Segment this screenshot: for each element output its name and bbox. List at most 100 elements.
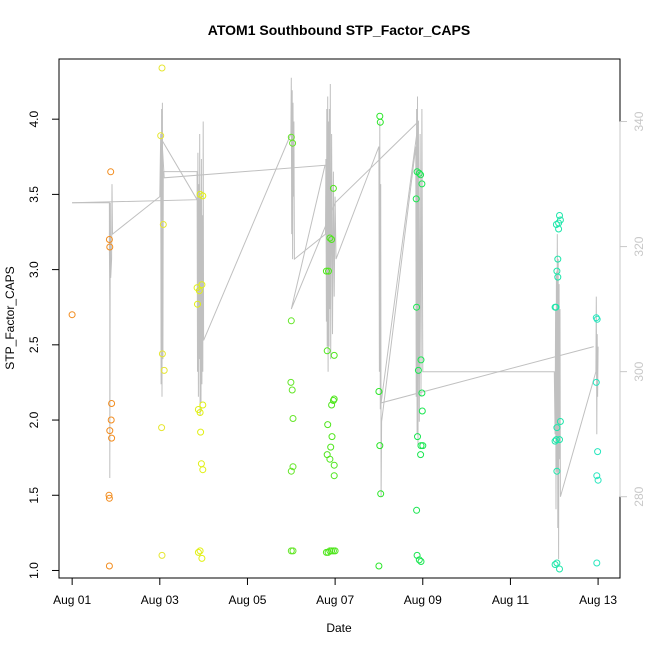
data-point bbox=[322, 267, 330, 275]
secondary-connector-line bbox=[72, 120, 594, 404]
data-point bbox=[328, 433, 336, 441]
x-axis-label: Date bbox=[326, 621, 352, 635]
chart-title: ATOM1 Southbound STP_Factor_CAPS bbox=[208, 22, 470, 38]
point-layer bbox=[68, 64, 602, 573]
data-point bbox=[158, 424, 166, 432]
data-point bbox=[194, 406, 202, 413]
data-point bbox=[107, 168, 115, 176]
line-layer bbox=[72, 77, 599, 560]
data-point bbox=[413, 303, 421, 311]
data-point bbox=[157, 132, 165, 140]
data-point bbox=[108, 434, 116, 442]
data-point bbox=[376, 118, 384, 126]
data-point bbox=[199, 466, 207, 474]
data-point bbox=[376, 112, 384, 120]
y-tick-label: 2.0 bbox=[27, 411, 41, 428]
data-point bbox=[105, 562, 113, 570]
data-point bbox=[331, 547, 339, 555]
data-point bbox=[555, 225, 563, 233]
data-point bbox=[195, 287, 203, 295]
y-tick-label: 4.0 bbox=[27, 111, 41, 128]
data-point bbox=[594, 448, 602, 456]
data-point bbox=[194, 300, 201, 308]
data-point bbox=[289, 463, 297, 471]
data-point bbox=[593, 559, 601, 567]
data-point bbox=[198, 281, 206, 289]
data-point bbox=[105, 494, 113, 502]
data-point bbox=[323, 347, 331, 355]
data-point bbox=[287, 467, 295, 475]
data-point bbox=[324, 421, 332, 429]
data-point bbox=[415, 556, 423, 564]
data-point bbox=[196, 547, 204, 555]
data-point bbox=[160, 366, 168, 374]
data-point bbox=[108, 400, 116, 407]
y2-tick-label: 340 bbox=[632, 111, 646, 131]
data-point bbox=[412, 195, 420, 203]
x-tick-label: Aug 13 bbox=[579, 593, 617, 607]
data-point bbox=[325, 267, 332, 275]
y2-axis: 280 300 320 340 bbox=[619, 111, 646, 507]
data-point bbox=[287, 317, 295, 325]
y2-tick-label: 320 bbox=[632, 236, 646, 256]
data-point bbox=[556, 436, 563, 444]
data-point bbox=[375, 562, 383, 570]
plot-area-border bbox=[58, 58, 621, 579]
data-point bbox=[326, 455, 334, 463]
data-point bbox=[289, 139, 297, 147]
data-point bbox=[414, 366, 422, 374]
data-point bbox=[592, 378, 600, 386]
data-point bbox=[159, 221, 167, 228]
data-point bbox=[288, 386, 296, 394]
data-point bbox=[553, 424, 561, 432]
data-point bbox=[556, 212, 563, 219]
data-point bbox=[158, 551, 166, 559]
data-point bbox=[556, 418, 564, 425]
data-point bbox=[198, 554, 206, 562]
y-tick-label: 3.5 bbox=[27, 186, 41, 203]
data-point bbox=[106, 427, 114, 435]
data-point bbox=[418, 407, 426, 415]
data-point bbox=[553, 559, 561, 567]
data-point bbox=[593, 315, 601, 323]
x-axis: Aug 01 Aug 03 Aug 05 Aug 07 Aug 09 Aug 11 Aug … bbox=[53, 577, 617, 607]
data-point bbox=[552, 436, 560, 444]
data-point bbox=[330, 351, 338, 359]
data-point bbox=[287, 378, 295, 386]
x-tick-label: Aug 01 bbox=[53, 593, 91, 607]
data-point bbox=[289, 547, 297, 555]
data-point bbox=[199, 192, 207, 200]
data-point bbox=[158, 350, 166, 358]
data-point bbox=[330, 472, 338, 480]
x-tick-label: Aug 03 bbox=[141, 593, 179, 607]
data-point bbox=[194, 548, 202, 556]
data-point bbox=[418, 180, 426, 188]
data-point bbox=[594, 476, 602, 484]
data-point bbox=[105, 491, 113, 499]
x-tick-label: Aug 05 bbox=[228, 593, 266, 607]
secondary-series-line bbox=[72, 77, 599, 560]
data-point bbox=[197, 460, 205, 468]
x-tick-label: Aug 09 bbox=[404, 593, 442, 607]
data-point bbox=[554, 255, 562, 263]
data-point bbox=[417, 558, 425, 565]
data-point bbox=[417, 442, 425, 450]
y-tick-label: 2.5 bbox=[27, 336, 41, 353]
data-point bbox=[377, 490, 385, 498]
x-tick-label: Aug 07 bbox=[316, 593, 354, 607]
data-point bbox=[328, 401, 336, 409]
data-point bbox=[327, 443, 335, 451]
data-point bbox=[413, 506, 421, 514]
data-point bbox=[554, 273, 562, 281]
data-point bbox=[107, 416, 115, 424]
data-point bbox=[417, 356, 425, 364]
y-tick-label: 1.5 bbox=[27, 487, 41, 504]
data-point bbox=[553, 467, 561, 475]
data-point bbox=[414, 433, 421, 441]
y-tick-label: 1.0 bbox=[27, 562, 41, 579]
y-axis: 1.0 1.5 2.0 2.5 3.0 3.5 4.0 bbox=[27, 111, 60, 579]
y2-tick-label: 280 bbox=[632, 486, 646, 506]
data-point bbox=[593, 472, 601, 480]
data-point bbox=[199, 401, 207, 409]
y-axis-label: STP_Factor_CAPS bbox=[3, 266, 17, 369]
